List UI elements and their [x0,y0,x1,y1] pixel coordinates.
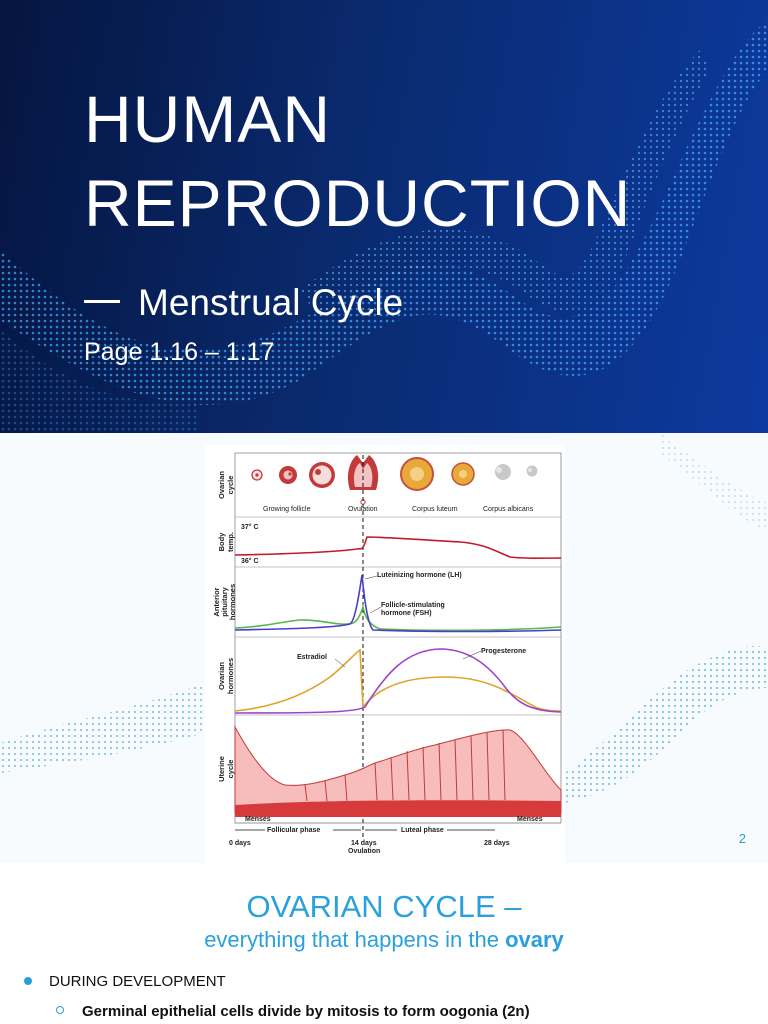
title-slide: HUMAN REPRODUCTION Menstrual Cycle Page … [0,0,768,433]
label-menses-right: Menses [517,816,543,823]
label-0-days: 0 days [229,840,251,847]
page-reference: Page 1.16 – 1.17 [84,338,275,366]
bullet-dot-icon [24,977,32,986]
progesterone-curve [234,648,562,714]
follicle-icons [251,455,538,505]
label-37c: 37° C [241,523,259,531]
label-follicular-phase: Follicular phase [267,827,320,834]
row-label-ovarian-hormones: Ovarianhormones [217,658,235,694]
slide-number: 2 [738,831,746,846]
bullet-item: DURING DEVELOPMENT [24,973,226,990]
section-title: OVARIAN CYCLE – [246,889,522,924]
label-fsh-2: hormone (FSH) [381,610,432,617]
label-corpus-albicans: Corpus albicans [483,506,534,513]
wave-dots-decoration [0,20,768,433]
wave-dots-decoration [0,433,768,803]
diagram-slide: .lbl{font-family:"Liberation Sans",sans-… [0,433,768,863]
label-fsh-1: Follicle-stimulating [381,602,445,609]
label-luteal-phase: Luteal phase [401,827,444,834]
label-estradiol: Estradiol [297,654,327,661]
label-28-days: 28 days [484,840,510,847]
label-growing-follicle: Growing follicle [263,506,311,513]
bullet-ring-icon [56,1006,64,1015]
sub-bullet-text: Germinal epithelial cells divide by mito… [82,1003,530,1020]
estradiol-curve [234,648,562,712]
label-progesterone: Progesterone [481,648,526,655]
label-ovulation-day: Ovulation [348,848,380,855]
label-14-days: 14 days [351,840,377,847]
ovarian-cycle-slide: OVARIAN CYCLE – everything that happens … [0,863,768,1024]
subtitle-prefix: everything that happens in the [204,927,499,952]
uterine-lining [234,725,562,817]
label-lh: Luteinizing hormone (LH) [377,572,462,579]
lh-curve [234,574,562,633]
label-ovulation: Ovulation [348,506,378,513]
fsh-curve [234,603,562,632]
bullet-text: DURING DEVELOPMENT [49,973,226,990]
label-36c: 36° C [241,557,259,565]
row-label-pituitary: Anteriorpituitaryhormones [212,584,237,620]
row-label-ovarian-cycle: Ovariancycle [217,471,235,499]
sub-bullet-item: Germinal epithelial cells divide by mito… [56,1003,530,1020]
row-label-body-temp: Bodytemp. [217,532,235,552]
subtitle-text: Menstrual Cycle [138,282,404,323]
dash-icon [84,299,120,303]
subtitle-bold: ovary [505,927,564,952]
temperature-curve [234,536,562,560]
title-line-1: HUMAN [84,82,331,156]
label-menses-left: Menses [245,816,271,823]
label-corpus-luteum: Corpus luteum [412,506,458,513]
row-label-uterine: Uterinecycle [217,756,235,782]
section-subtitle: everything that happens in the ovary [0,927,768,953]
title-line-2: REPRODUCTION [84,166,632,240]
menstrual-cycle-diagram: .lbl{font-family:"Liberation Sans",sans-… [205,445,565,863]
subtitle: Menstrual Cycle [84,282,403,324]
